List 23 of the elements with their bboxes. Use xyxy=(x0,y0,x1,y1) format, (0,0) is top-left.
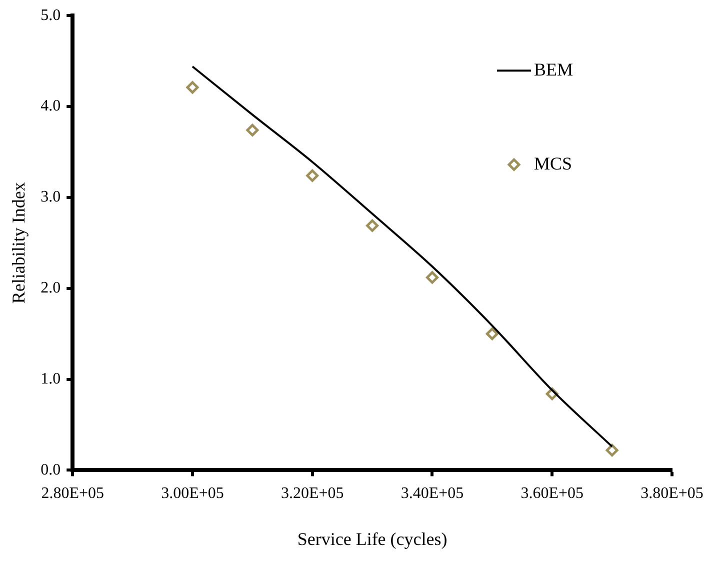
x-tick-label: 3.40E+05 xyxy=(400,485,464,502)
legend-label: MCS xyxy=(534,153,572,174)
x-tick-label: 3.60E+05 xyxy=(520,485,584,502)
x-tick-label: 3.80E+05 xyxy=(640,485,704,502)
y-tick-label: 4.0 xyxy=(40,98,61,115)
x-tick-label: 3.00E+05 xyxy=(161,485,224,502)
x-axis-title: Service Life (cycles) xyxy=(297,528,448,549)
y-tick-label: 2.0 xyxy=(40,280,61,297)
y-tick-label: 5.0 xyxy=(40,6,61,24)
point xyxy=(426,271,438,284)
legend-label: BEM xyxy=(534,59,574,80)
point xyxy=(306,169,319,182)
y-tick-label: 0.0 xyxy=(40,461,61,478)
y-axis-title: Reliability Index xyxy=(8,182,29,304)
point xyxy=(186,81,199,94)
x-tick-label: 2.80E+05 xyxy=(41,485,104,502)
point xyxy=(246,124,259,136)
x-tick-label: 3.20E+05 xyxy=(280,485,344,502)
point xyxy=(486,328,498,340)
y-tick-label: 1.0 xyxy=(40,370,61,388)
point xyxy=(606,444,618,456)
y-tick-label: 3.0 xyxy=(40,188,61,206)
point xyxy=(366,219,379,232)
